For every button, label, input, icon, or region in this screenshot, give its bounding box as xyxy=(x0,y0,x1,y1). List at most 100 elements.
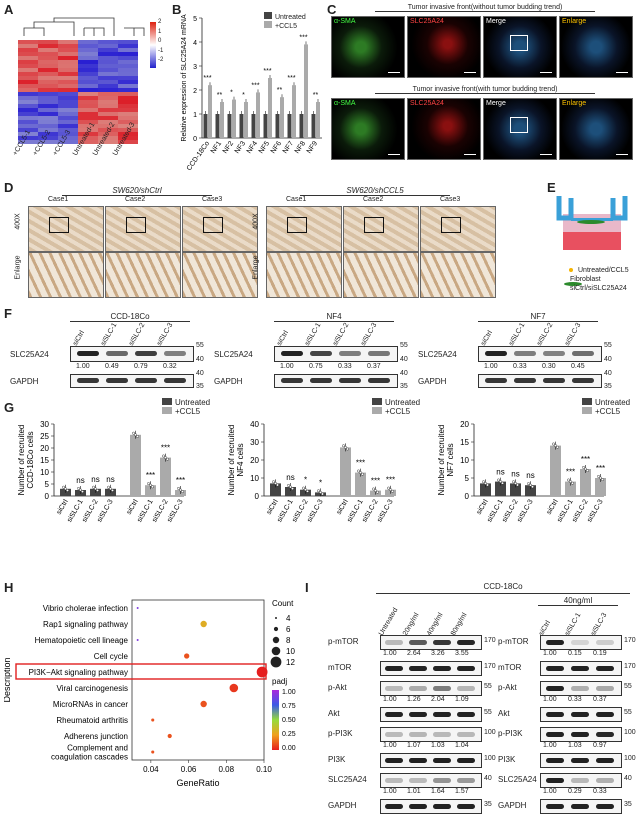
heatmap-cell xyxy=(18,56,38,60)
panel-h-dot xyxy=(167,733,172,739)
panel-c-title-1: Tumor invasive front(without tumor buddi… xyxy=(375,4,595,12)
panel-g-point xyxy=(527,482,530,486)
blot-mw-label: 40 xyxy=(604,356,612,363)
blot-band xyxy=(457,758,475,763)
blot-band xyxy=(457,732,475,737)
heatmap-cell xyxy=(78,76,98,80)
panel-g-ytick-label: 20 xyxy=(460,420,469,429)
blot-band-strip xyxy=(540,635,622,650)
panel-g-point xyxy=(391,489,394,493)
panel-g-point xyxy=(276,483,279,487)
panel-h-category-label: MicroRNAs in cancer xyxy=(53,700,128,709)
blot-band xyxy=(409,778,427,783)
blot-band xyxy=(596,778,614,783)
heatmap-cell xyxy=(38,116,58,120)
panel-e-legend: Untreated/CCL5 Fibroblast siCtrl/siSLC25… xyxy=(570,267,629,292)
blot-mw-label: 55 xyxy=(624,683,632,690)
panel-h-color-bar xyxy=(272,690,279,750)
blot-mw-label: 35 xyxy=(196,383,204,390)
blot-quant-value: 1.00 xyxy=(383,696,397,703)
panel-g-bar xyxy=(580,469,591,496)
blot-quant-value: 1.00 xyxy=(484,363,498,370)
blot-mw-label: 40 xyxy=(400,356,408,363)
panel-g-point xyxy=(344,446,347,449)
scale-bar xyxy=(388,71,400,73)
panel-b-bar xyxy=(299,114,304,138)
panel-b-sig-label: ** xyxy=(313,92,319,99)
heatmap-cell xyxy=(18,96,38,100)
heatmap-cell xyxy=(38,40,58,44)
blot-lane-label: siSLC-3 xyxy=(155,321,175,347)
blot-band xyxy=(385,804,403,809)
panel-b-bar xyxy=(304,44,308,138)
blot-band-strip xyxy=(540,681,622,696)
blot-protein-label: Akt xyxy=(498,709,510,718)
panel-b-sig-label: ** xyxy=(277,87,283,94)
panel-g-bar xyxy=(525,485,536,496)
heatmap-cell xyxy=(98,80,118,84)
heatmap-cell xyxy=(78,52,98,56)
panel-g-point xyxy=(109,487,112,491)
blot-band xyxy=(433,712,451,717)
heatmap-cell xyxy=(118,68,138,72)
panel-b-bar xyxy=(215,114,220,138)
panel-g-point xyxy=(179,488,182,492)
scale-bar xyxy=(616,71,628,73)
blot-band-strip xyxy=(540,753,622,768)
heatmap-cell xyxy=(98,124,118,128)
blot-band xyxy=(106,378,128,383)
blot-band xyxy=(77,378,99,383)
heatmap-cell xyxy=(58,136,78,140)
blot-band xyxy=(310,378,332,383)
panel-g-lane-label: siCtrl xyxy=(546,498,560,516)
blot-band xyxy=(546,640,564,645)
heatmap-cell xyxy=(118,48,138,52)
panel-g-point xyxy=(64,487,67,491)
panel-g-point xyxy=(92,485,95,489)
panel-g-point xyxy=(346,447,349,451)
heatmap-cell xyxy=(98,140,118,144)
blot-quant-value: 1.09 xyxy=(455,696,469,703)
ihc-enlarge-image xyxy=(420,252,496,298)
heatmap-scale-labels: 2 1 0 -1 -2 xyxy=(158,19,164,63)
blot-band xyxy=(433,778,451,783)
ihc-case-label: Case3 xyxy=(440,196,461,203)
panel-h-dot xyxy=(151,750,155,754)
heatmap-cell xyxy=(118,112,138,116)
blot-band xyxy=(106,351,128,356)
blot-mw-label: 55 xyxy=(484,683,492,690)
heatmap-cell xyxy=(58,56,78,60)
heatmap-scale xyxy=(150,22,156,68)
panel-c-title-2: Tumor invasive front(with tumor budding … xyxy=(375,86,595,94)
heatmap-cell xyxy=(78,56,98,60)
panel-g-point xyxy=(302,486,305,490)
heatmap-cell xyxy=(58,40,78,44)
fluorescence-image: α-SMA xyxy=(331,98,405,160)
heatmap-cell xyxy=(118,120,138,124)
panel-g-sig-label: *** xyxy=(596,464,605,473)
heatmap-panel xyxy=(18,17,156,144)
panel-g-sig-label: *** xyxy=(146,471,155,480)
heatmap-cell xyxy=(58,104,78,108)
blot-band xyxy=(433,686,451,691)
heatmap-cell xyxy=(78,64,98,68)
panel-g-sig-label: ns xyxy=(511,469,519,478)
panel-label-c: C xyxy=(327,2,337,17)
ihc-enlarge-image xyxy=(28,252,104,298)
panel-g-sig-label: *** xyxy=(176,476,185,485)
panel-b-ytick-label: 1 xyxy=(193,112,197,119)
blot-band xyxy=(457,686,475,691)
heatmap-cell xyxy=(18,48,38,52)
panel-g-lane-label: siCtrl xyxy=(126,498,140,516)
panel-g-point xyxy=(582,466,585,469)
merge-zoom-box xyxy=(510,117,528,133)
panel-b-category-label: CCD-18Co xyxy=(186,140,211,172)
panel-g-point xyxy=(569,480,572,484)
panel-g-point xyxy=(62,485,65,489)
panel-b-bar xyxy=(311,114,316,138)
blot-mw-label: 35 xyxy=(624,801,632,808)
blot-mw-label: 170 xyxy=(624,637,636,644)
blot-quant-value: 2.64 xyxy=(407,650,421,657)
fluorescence-channel-label: Merge xyxy=(486,18,506,25)
panel-h-ylabel: Description xyxy=(4,657,12,702)
